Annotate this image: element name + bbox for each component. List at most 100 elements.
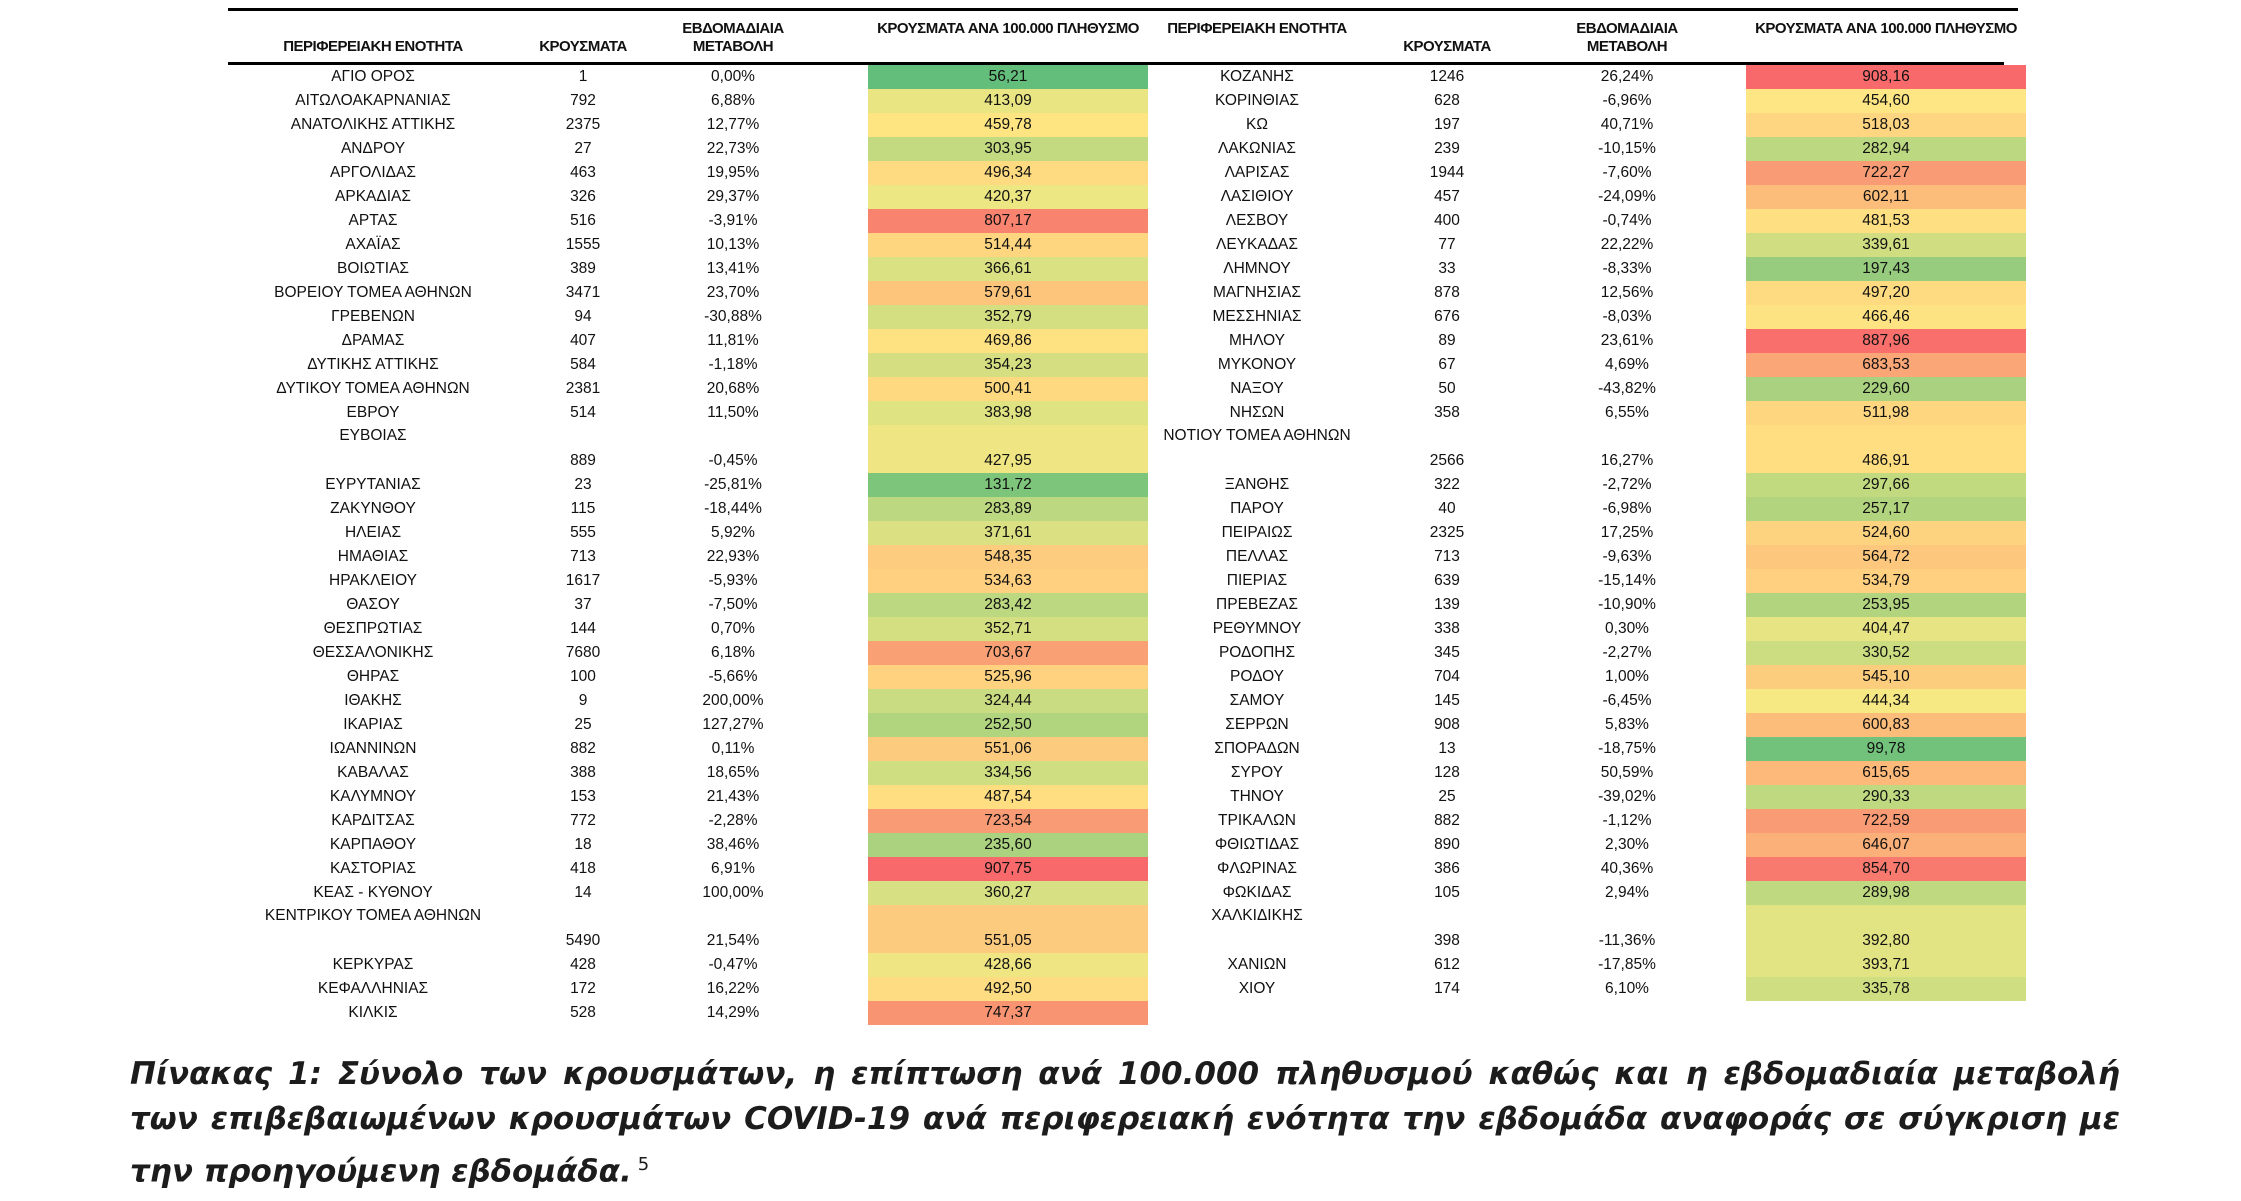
cases-value: 555: [570, 524, 596, 541]
rate-value: 908,16: [1862, 68, 1910, 85]
table-row: ΕΥΒΟΙΑΣ 889 -0,45% 427,95: [228, 425, 1148, 473]
rate-heat-cell: [1746, 641, 2026, 665]
region-name: ΣΠΟΡΑΔΩΝ: [1214, 740, 1300, 757]
cases-value: 514: [570, 404, 596, 421]
table-row: ΝΟΤΙΟΥ ΤΟΜΕΑ ΑΘΗΝΩΝ 2566 16,27% 486,91: [1112, 425, 2026, 473]
rate-heat-cell: [1746, 881, 2026, 905]
rate-value: 579,61: [984, 284, 1032, 301]
rate-value: 352,71: [984, 620, 1032, 637]
weekly-change-value: -17,85%: [1598, 956, 1656, 973]
rate-heat-cell: [868, 641, 1148, 665]
rate-value: 534,79: [1862, 572, 1910, 589]
table-row: ΘΑΣΟΥ 37 -7,50% 283,42: [228, 593, 1148, 617]
rate-heat-cell: [1746, 593, 2026, 617]
cases-value: 2375: [565, 116, 601, 133]
cases-value: 25: [1438, 788, 1456, 805]
rate-heat-cell: [868, 473, 1148, 497]
weekly-change-value: -8,33%: [1602, 260, 1652, 277]
weekly-change-value: 12,56%: [1600, 284, 1654, 301]
rate-value: 404,47: [1862, 620, 1910, 637]
cases-value: 878: [1434, 284, 1460, 301]
region-name: ΚΕΝΤΡΙΚΟΥ ΤΟΜΕΑ ΑΘΗΝΩΝ: [264, 907, 482, 924]
header-region: ΠΕΡΙΦΕΡΕΙΑΚΗ ΕΝΟΤΗΤΑ: [283, 38, 463, 55]
region-name: ΛΗΜΝΟΥ: [1223, 260, 1291, 277]
region-name: ΔΥΤΙΚΟΥ ΤΟΜΕΑ ΑΘΗΝΩΝ: [276, 380, 470, 397]
region-name: ΠΕΛΛΑΣ: [1225, 548, 1289, 565]
rate-heat-cell: [868, 809, 1148, 833]
table-row: ΠΑΡΟΥ 40 -6,98% 257,17: [1112, 497, 2026, 521]
table-row: ΘΕΣΣΑΛΟΝΙΚΗΣ 7680 6,18% 703,67: [228, 641, 1148, 665]
rate-value: 335,78: [1862, 980, 1910, 997]
region-name: ΘΑΣΟΥ: [346, 596, 400, 613]
rate-heat-cell: [868, 905, 1148, 953]
table-row: ΦΘΙΩΤΙΔΑΣ 890 2,30% 646,07: [1112, 833, 2026, 857]
rate-value: 747,37: [984, 1004, 1032, 1021]
region-name: ΚΕΑΣ - ΚΥΘΝΟΥ: [313, 884, 433, 901]
table-row: ΔΥΤΙΚΟΥ ΤΟΜΕΑ ΑΘΗΝΩΝ 2381 20,68% 500,41: [228, 377, 1148, 401]
cases-value: 345: [1434, 644, 1460, 661]
region-name: ΘΕΣΣΑΛΟΝΙΚΗΣ: [312, 644, 434, 661]
region-name: ΚΟΡΙΝΘΙΑΣ: [1214, 92, 1300, 109]
cases-value: 40: [1438, 500, 1456, 517]
rate-heat-cell: [868, 161, 1148, 185]
rate-heat-cell: [868, 353, 1148, 377]
region-name: ΔΡΑΜΑΣ: [341, 332, 405, 349]
cases-value: 239: [1434, 140, 1460, 157]
rate-value: 360,27: [984, 884, 1032, 901]
cases-value: 2381: [565, 380, 601, 397]
rate-heat-cell: [868, 1001, 1148, 1025]
table-row: ΠΙΕΡΙΑΣ 639 -15,14% 534,79: [1112, 569, 2026, 593]
region-name: ΦΛΩΡΙΝΑΣ: [1216, 860, 1298, 877]
weekly-change-value: 6,55%: [1605, 404, 1649, 421]
rate-value: 383,98: [984, 404, 1032, 421]
rate-heat-cell: [868, 329, 1148, 353]
cases-value: 197: [1434, 116, 1460, 133]
weekly-change-value: 6,18%: [711, 644, 755, 661]
table-right-half: ΠΕΡΙΦΕΡΕΙΑΚΗ ΕΝΟΤΗΤΑ ΚΡΟΥΣΜΑΤΑ ΕΒΔΟΜΑΔΙΑ…: [1112, 14, 2026, 1001]
region-name: ΛΕΥΚΑΔΑΣ: [1216, 236, 1298, 253]
cases-value: 14: [574, 884, 592, 901]
weekly-change-value: 100,00%: [702, 884, 764, 901]
cases-value: 528: [570, 1004, 596, 1021]
region-name: ΑΡΚΑΔΙΑΣ: [335, 188, 411, 205]
cases-value: 9: [578, 692, 588, 709]
cases-value: 457: [1434, 188, 1460, 205]
cases-value: 338: [1434, 620, 1460, 637]
rate-value: 514,44: [984, 236, 1032, 253]
table-row: ΚΑΒΑΛΑΣ 388 18,65% 334,56: [228, 761, 1148, 785]
table-top-rule: [228, 8, 2018, 11]
weekly-change-value: 22,22%: [1600, 236, 1654, 253]
cases-value: 389: [570, 260, 596, 277]
rate-value: 334,56: [984, 764, 1032, 781]
rate-value: 420,37: [984, 188, 1032, 205]
rate-value: 371,61: [984, 524, 1032, 541]
rate-value: 703,67: [984, 644, 1032, 661]
rate-value: 330,52: [1862, 644, 1910, 661]
table-row: ΠΕΙΡΑΙΩΣ 2325 17,25% 524,60: [1112, 521, 2026, 545]
cases-value: 388: [570, 764, 596, 781]
weekly-change-value: 40,36%: [1600, 860, 1654, 877]
rate-heat-cell: [868, 833, 1148, 857]
weekly-change-value: -2,28%: [708, 812, 758, 829]
weekly-change-value: -6,96%: [1602, 92, 1652, 109]
table-row: ΕΒΡΟΥ 514 11,50% 383,98: [228, 401, 1148, 425]
table-row: ΒΟΙΩΤΙΑΣ 389 13,41% 366,61: [228, 257, 1148, 281]
table-row: ΧΙΟΥ 174 6,10% 335,78: [1112, 977, 2026, 1001]
cases-value: 428: [570, 956, 596, 973]
table-row: ΚΑΣΤΟΡΙΑΣ 418 6,91% 907,75: [228, 857, 1148, 881]
cases-value: 172: [570, 980, 596, 997]
cases-value: 1: [578, 68, 588, 85]
table-row: ΛΕΥΚΑΔΑΣ 77 22,22% 339,61: [1112, 233, 2026, 257]
cases-value: 25: [574, 716, 592, 733]
table-row: ΣΕΡΡΩΝ 908 5,83% 600,83: [1112, 713, 2026, 737]
weekly-change-value: 2,30%: [1605, 836, 1649, 853]
weekly-change-value: -43,82%: [1598, 380, 1656, 397]
weekly-change-value: 5,83%: [1605, 716, 1649, 733]
rate-heat-cell: [868, 521, 1148, 545]
region-name: ΧΑΛΚΙΔΙΚΗΣ: [1211, 907, 1303, 924]
region-name: ΛΑΚΩΝΙΑΣ: [1217, 140, 1297, 157]
table-row: ΝΗΣΩΝ 358 6,55% 511,98: [1112, 401, 2026, 425]
cases-value: 2325: [1429, 524, 1465, 541]
table-row: ΗΜΑΘΙΑΣ 713 22,93% 548,35: [228, 545, 1148, 569]
rate-heat-cell: [1746, 233, 2026, 257]
